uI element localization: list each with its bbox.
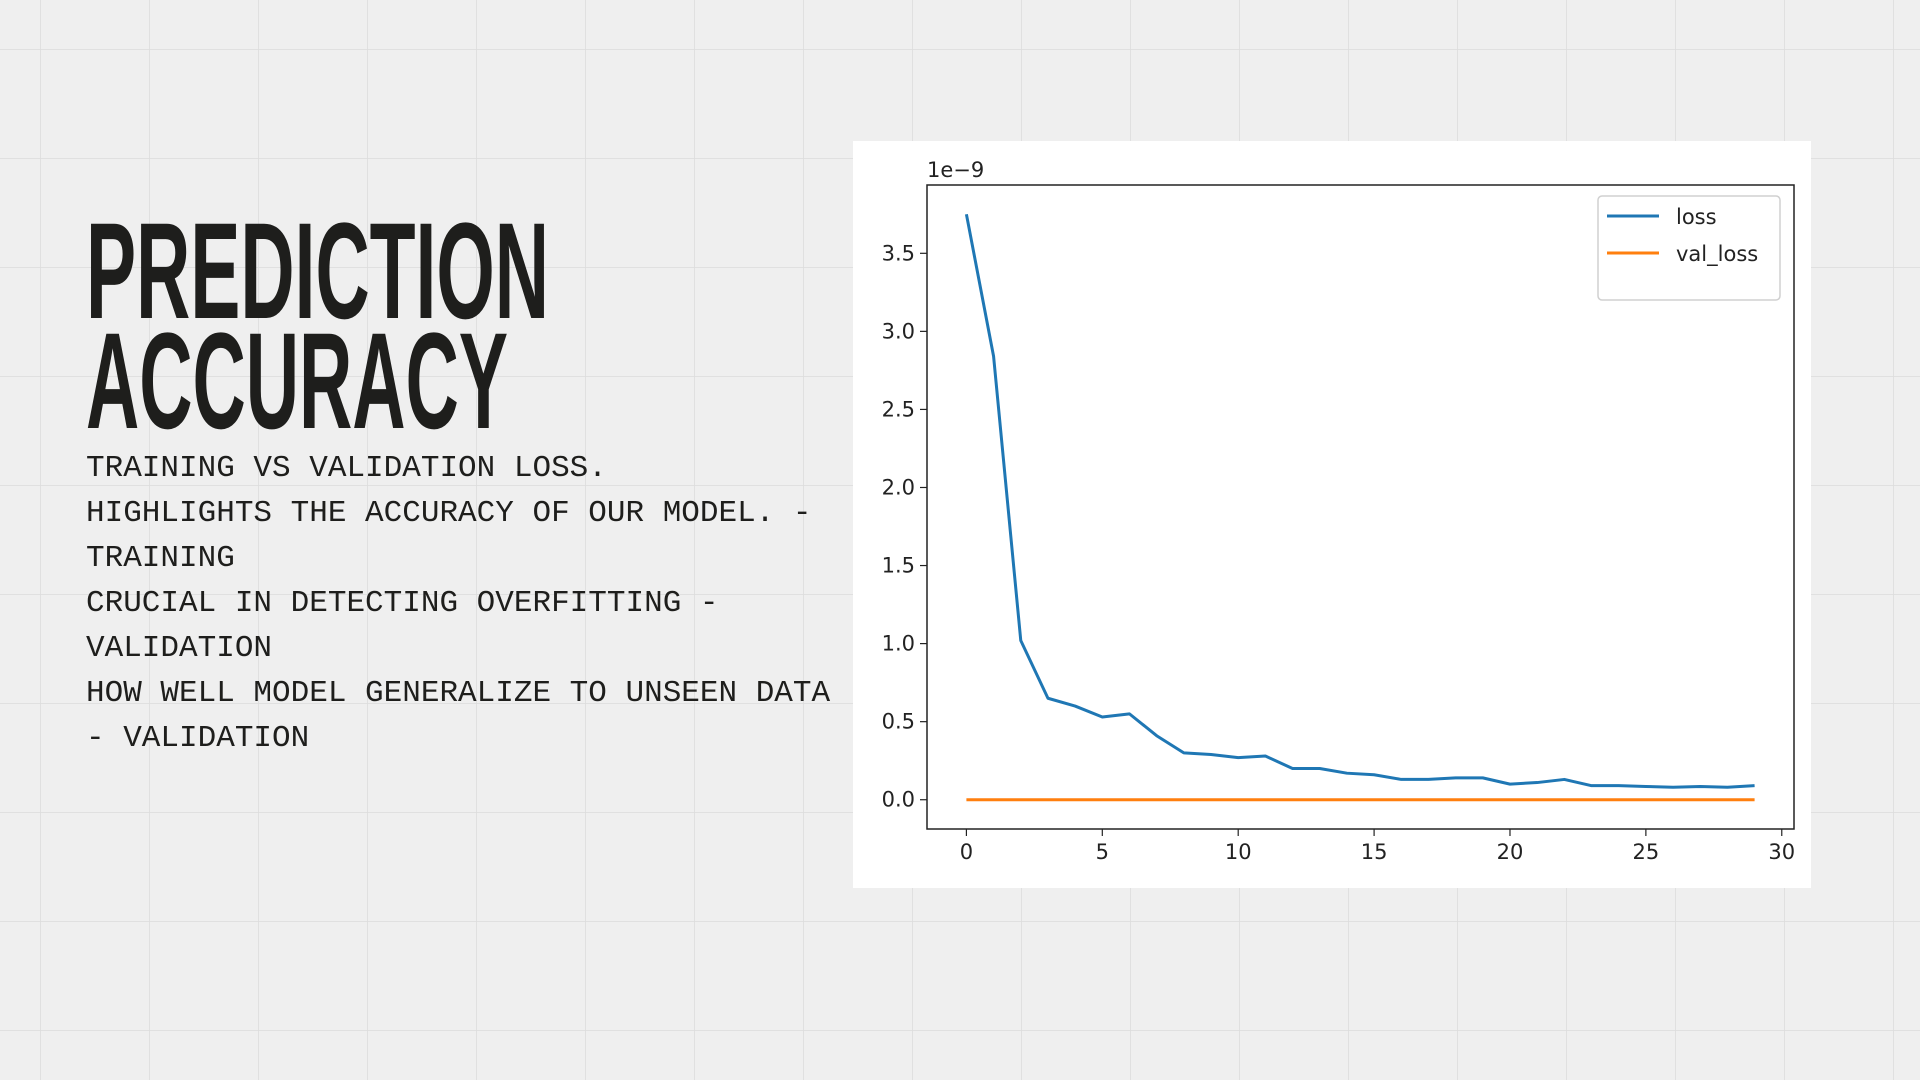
x-tick-label: 20: [1497, 840, 1524, 864]
body-line: HOW WELL MODEL GENERALIZE TO UNSEEN DATA…: [86, 676, 831, 756]
body-line: CRUCIAL IN DETECTING OVERFITTING - VALID…: [86, 586, 719, 666]
chart: 0 5 10 15 20 25 30 0.0 0.5 1.0 1.5 2.0 2.5 3.0 3.5 1e−9…: [882, 158, 1796, 864]
legend-box: [1597, 195, 1781, 301]
body-line: HIGHLIGHTS THE ACCURACY OF OUR MODEL. - …: [86, 496, 812, 576]
x-tick-label: 5: [1096, 840, 1109, 864]
y-tick-label: 2.5: [882, 397, 915, 421]
x-tick-label: 25: [1633, 840, 1660, 864]
y-tick-label: 1.5: [882, 554, 915, 578]
slide-title: ACCURACY: [86, 305, 508, 458]
y-tick-label: 0.0: [882, 788, 915, 812]
slide-title: PREDICTION: [86, 195, 549, 348]
y-tick-label: 3.5: [882, 241, 915, 265]
y-tick-label: 3.0: [882, 319, 915, 343]
body-line: TRAINING VS VALIDATION LOSS.: [86, 451, 607, 486]
legend-label: val_loss: [1676, 242, 1758, 267]
x-tick-label: 30: [1768, 840, 1795, 864]
body-text: TRAINING VS VALIDATION LOSS. HIGHLIGHTS …: [86, 446, 846, 761]
x-tick-label: 10: [1225, 840, 1252, 864]
x-tick-label: 0: [960, 840, 973, 864]
series-line: [964, 213, 1755, 789]
x-tick-label: 15: [1361, 840, 1388, 864]
plot-frame: [926, 184, 1795, 830]
y-tick-label: 1.0: [882, 632, 915, 656]
y-tick-label: 2.0: [882, 475, 915, 499]
y-tick-label: 0.5: [882, 710, 915, 734]
legend-label: loss: [1676, 205, 1717, 229]
y-offset-label: 1e−9: [927, 158, 984, 182]
